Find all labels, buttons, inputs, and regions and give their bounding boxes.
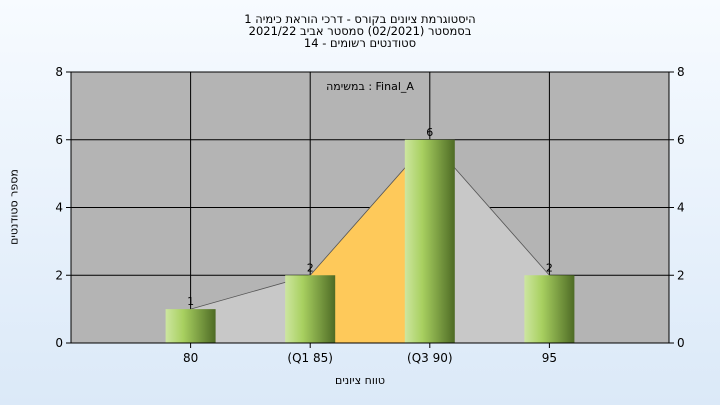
bar [404, 139, 455, 343]
y-tick-label-left: 2 [55, 268, 63, 282]
y-tick-label-left: 4 [55, 201, 63, 215]
data-label: 2 [546, 261, 553, 274]
bar [524, 275, 575, 343]
data-label: 6 [426, 126, 433, 139]
x-tick-label: 80 [183, 351, 198, 365]
bar [165, 309, 216, 343]
x-tick-label: (Q3 90) [407, 351, 453, 365]
chart-title-line-2: בסמסטר (02/2021) סמסטר אביב 2021/22 [248, 24, 472, 38]
y-tick-label-right: 6 [677, 133, 685, 147]
bar [285, 275, 336, 343]
y-tick-label-right: 0 [677, 336, 685, 350]
y-axis-label: מספר סטודנטים [7, 169, 21, 245]
y-tick-label-right: 2 [677, 268, 685, 282]
y-tick-label-right: 8 [677, 65, 685, 79]
x-axis-label: טווח ציונים [335, 374, 385, 387]
data-label: 1 [187, 295, 194, 308]
x-tick-label: (Q1 85) [287, 351, 333, 365]
y-tick-label-right: 4 [677, 201, 685, 215]
area-series-highlight [310, 139, 430, 343]
y-tick-label-left: 8 [55, 65, 63, 79]
y-tick-label-left: 0 [55, 336, 63, 350]
chart-title-line-3: סטודנטים רשומים - 14 [303, 36, 417, 50]
chart-title-line-1: היסטוגרמת ציונים בקורס - דרכי הוראת כימי… [244, 12, 476, 26]
y-tick-label-left: 6 [55, 133, 63, 147]
plot-annotation: במשימה : Final_A [326, 80, 414, 93]
x-tick-label: 95 [542, 351, 557, 365]
series-line [190, 139, 550, 310]
data-label: 2 [307, 261, 314, 274]
